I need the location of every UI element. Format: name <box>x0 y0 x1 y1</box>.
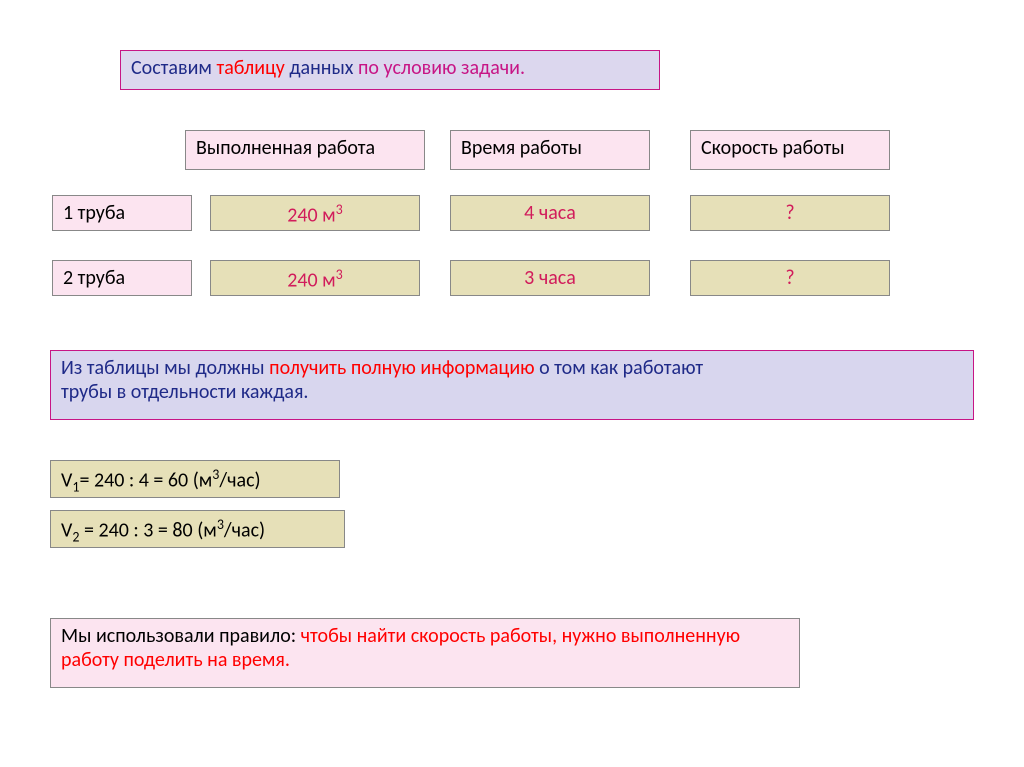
row2-time: 3 часа <box>450 260 650 296</box>
row1-label: 1 труба <box>52 195 192 231</box>
row1-work-sup: 3 <box>336 201 343 218</box>
title-p4: по условию задачи. <box>358 56 525 80</box>
f1-pre: V <box>61 469 72 493</box>
row1-time: 4 часа <box>450 195 650 231</box>
title-p3: данных <box>289 56 353 80</box>
f2-mid: = 240 : 3 = 80 (м <box>79 519 216 543</box>
header-speed: Скорость работы <box>690 130 890 170</box>
row1-work-val: 240 м <box>287 204 335 228</box>
row1-work: 240 м3 <box>210 195 420 231</box>
row2-work: 240 м3 <box>210 260 420 296</box>
row2-work-sup: 3 <box>336 266 343 283</box>
row1-speed: ? <box>690 195 890 231</box>
f2-pre: V <box>61 519 72 543</box>
title-p1: Составим <box>131 56 212 80</box>
info-p1: Из таблицы мы должны <box>61 356 265 380</box>
row2-label: 2 труба <box>52 260 192 296</box>
row2-work-val: 240 м <box>287 269 335 293</box>
header-time: Время работы <box>450 130 650 170</box>
formula-1: V1= 240 : 4 = 60 (м3/час) <box>50 460 340 498</box>
formula-2: V2 = 240 : 3 = 80 (м3/час) <box>50 510 345 548</box>
f2-post: /час) <box>224 519 265 543</box>
rule-p1: Мы использовали правило: <box>61 624 296 648</box>
header-work: Выполненная работа <box>185 130 425 170</box>
f2-sup: 3 <box>217 516 224 533</box>
f1-post: /час) <box>219 469 260 493</box>
info-p4: трубы в отдельности каждая. <box>61 380 308 404</box>
info-p2: получить полную информацию <box>269 356 534 380</box>
row2-speed: ? <box>690 260 890 296</box>
f1-mid: = 240 : 4 = 60 (м <box>79 469 212 493</box>
title-p2: таблицу <box>216 56 284 80</box>
info-box: Из таблицы мы должны получить полную инф… <box>50 350 974 420</box>
info-p3: о том как работают <box>539 356 703 380</box>
rule-box: Мы использовали правило: чтобы найти ско… <box>50 618 800 688</box>
title-box: Составим таблицу данных по условию задач… <box>120 50 660 90</box>
